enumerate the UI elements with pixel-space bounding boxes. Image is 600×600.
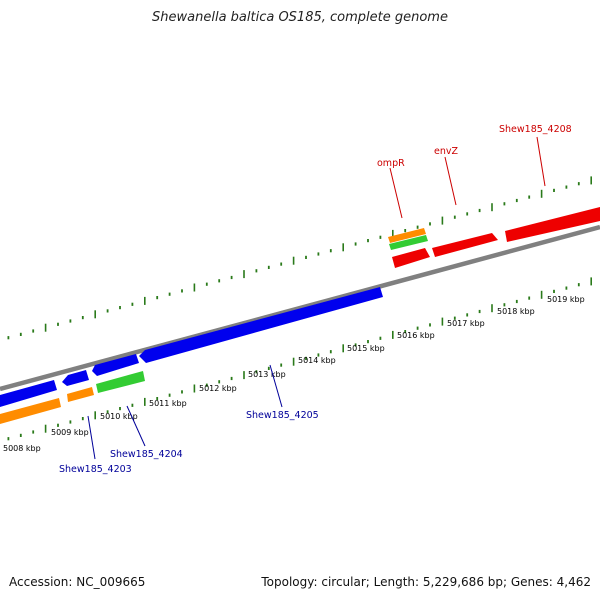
label-envZ[interactable]: envZ xyxy=(434,146,458,157)
kbp-label-5009: 5009 kbp xyxy=(51,428,89,437)
kbp-label-5011: 5011 kbp xyxy=(149,399,187,408)
gene-shew4204-arrow[interactable] xyxy=(92,354,139,376)
ompR-orange-feature xyxy=(388,228,426,243)
green-feature-4204 xyxy=(96,371,145,393)
leader-shew4204 xyxy=(126,405,146,447)
leader-shew4208 xyxy=(536,136,546,187)
label-shew4204[interactable]: Shew185_4204 xyxy=(110,449,183,460)
kbp-label-5012: 5012 kbp xyxy=(199,384,237,393)
label-leaders xyxy=(87,136,546,460)
leader-shew4203 xyxy=(87,415,96,460)
gene-envZ-arrow[interactable] xyxy=(432,233,498,257)
label-shew4208[interactable]: Shew185_4208 xyxy=(499,124,572,135)
reverse-strand-features xyxy=(0,287,383,424)
kbp-label-5014: 5014 kbp xyxy=(298,356,336,365)
gene-labels: ompR envZ Shew185_4208 Shew185_4203 Shew… xyxy=(59,124,572,475)
gene-left-blue-arrow[interactable] xyxy=(0,380,57,407)
upper-tick-track xyxy=(7,176,593,340)
gene-shew4205-arrow[interactable] xyxy=(139,287,383,363)
orange-feature-4203 xyxy=(67,387,94,402)
kbp-label-5019: 5019 kbp xyxy=(547,295,585,304)
leader-shew4205 xyxy=(269,364,283,408)
gene-shew4203-arrow[interactable] xyxy=(62,370,89,386)
kbp-labels: 5008 kbp 5009 kbp 5010 kbp 5011 kbp 5012… xyxy=(3,295,585,453)
map-title: Shewanella baltica OS185, complete genom… xyxy=(152,10,448,25)
gene-ompR-arrow[interactable] xyxy=(392,248,430,268)
label-shew4205[interactable]: Shew185_4205 xyxy=(246,410,319,421)
leader-envZ xyxy=(444,156,457,206)
leader-ompR xyxy=(389,167,403,219)
forward-strand-features xyxy=(388,207,600,268)
genome-stats-text: Topology: circular; Length: 5,229,686 bp… xyxy=(261,575,591,589)
kbp-label-5008: 5008 kbp xyxy=(3,444,41,453)
kbp-label-5013: 5013 kbp xyxy=(248,370,286,379)
kbp-label-5016: 5016 kbp xyxy=(397,331,435,340)
lower-tick-track xyxy=(7,277,593,441)
label-shew4203[interactable]: Shew185_4203 xyxy=(59,464,132,475)
backbone-line xyxy=(0,224,600,392)
label-ompR[interactable]: ompR xyxy=(377,158,405,169)
accession-text: Accession: NC_009665 xyxy=(9,575,146,589)
kbp-label-5010: 5010 kbp xyxy=(100,412,138,421)
kbp-label-5018: 5018 kbp xyxy=(497,307,535,316)
ompR-green-feature xyxy=(389,235,428,250)
kbp-label-5017: 5017 kbp xyxy=(447,319,485,328)
kbp-label-5015: 5015 kbp xyxy=(347,344,385,353)
orange-feature-left xyxy=(0,398,61,424)
gene-shew4208-arrow[interactable] xyxy=(505,207,600,242)
